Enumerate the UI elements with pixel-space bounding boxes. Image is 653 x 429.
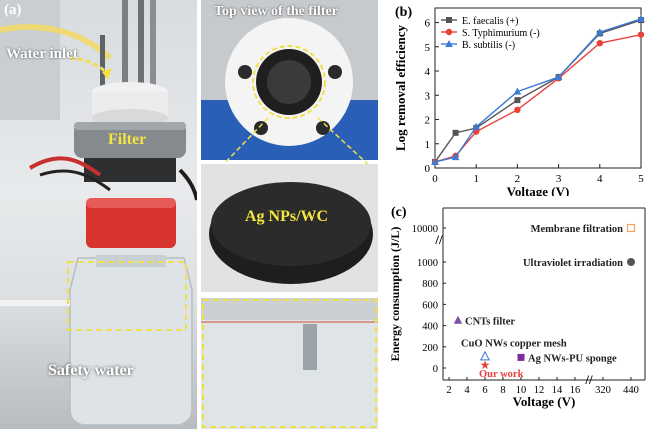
x-tick-label: 1: [473, 173, 479, 185]
x-tick-label: 320: [595, 385, 611, 396]
x-axis-label: Voltage (V): [513, 394, 576, 409]
y-axis-label: Log removal efficiency: [393, 24, 408, 151]
data-point: [513, 87, 522, 95]
x-tick-label: 0: [432, 173, 438, 185]
y-tick-label: 200: [422, 343, 438, 354]
data-point: [445, 28, 453, 36]
legend-label: S. Typhimurium (-): [462, 28, 540, 39]
bottle-closeup-photo: [201, 298, 378, 429]
data-point: [626, 223, 636, 233]
energy-consumption-chart: (c) // // 2 4 6 8 10 12 14 16 320 440 0 200 400 600 800 1…: [388, 205, 646, 409]
data-point: [637, 31, 645, 38]
ag-nps-wc-photo: Ag NPs/WC: [201, 164, 378, 292]
x-tick-label: 16: [570, 385, 581, 396]
x-tick-label: 4: [464, 385, 470, 396]
data-point: [596, 28, 604, 36]
data-point: [479, 350, 491, 361]
point-label: Ag NWs-PU sponge: [528, 353, 617, 364]
legend-label: B. subtilis (-): [462, 40, 515, 51]
y-tick-label: 4: [425, 66, 431, 78]
y-tick-label: 0: [433, 364, 438, 375]
x-tick-label: 12: [534, 385, 545, 396]
data-point: [452, 129, 459, 136]
x-tick-label: 440: [623, 385, 639, 396]
data-point: [514, 106, 521, 114]
x-tick-label: 4: [597, 173, 603, 185]
y-tick-label: 400: [422, 322, 438, 333]
data-point: [431, 157, 439, 165]
water-inlet-label: Water inlet: [6, 46, 78, 62]
y-tick-label: 1000: [417, 258, 438, 269]
data-point: [637, 14, 645, 22]
y-tick-label: 0: [425, 163, 431, 175]
data-point: ★: [480, 358, 491, 372]
data-point: [453, 315, 463, 324]
x-tick-label: 14: [552, 385, 563, 396]
point-label: Our work: [479, 369, 524, 380]
x-tick-label: 5: [638, 173, 644, 185]
x-tick-label: 8: [500, 385, 505, 396]
y-tick-label: 800: [422, 279, 438, 290]
x-tick-label: 2: [515, 173, 521, 185]
filter-top-view-photo: Top view of the filter: [201, 0, 378, 160]
filter-device-photo: (a) Water inlet Filter Safety water: [0, 0, 197, 429]
y-tick-label: 6: [425, 18, 431, 30]
y-tick-label: 3: [425, 90, 431, 102]
legend-label: E. faecalis (+): [462, 16, 518, 27]
point-label: CNTs filter: [465, 316, 515, 327]
top-view-title: Top view of the filter: [214, 4, 338, 19]
log-removal-chart: (b) 0 1 2 3 4 5 0 1 2 3 4 5 6 Voltage (V) Log removal …: [393, 5, 645, 196]
y-axis-label: Energy consumption (J/L): [388, 227, 402, 362]
x-tick-label: 10: [516, 385, 527, 396]
data-point: [627, 258, 635, 266]
y-tick-label: 600: [422, 300, 438, 311]
panel-b-label: (b): [395, 5, 412, 20]
y-tick-label: 1: [425, 139, 431, 151]
y-axis-break: //: [434, 232, 443, 247]
ag-nps-wc-label: Ag NPs/WC: [245, 208, 329, 225]
safety-water-label: Safety water: [48, 362, 134, 379]
y-tick-label: 10000: [412, 224, 438, 235]
point-label: Ultraviolet irradiation: [523, 258, 623, 269]
y-tick-label: 2: [425, 115, 431, 127]
filter-label: Filter: [108, 131, 147, 148]
plot-frame: [434, 7, 642, 169]
x-tick-label: 6: [482, 385, 487, 396]
data-point: [517, 353, 525, 361]
data-point: [445, 40, 453, 47]
data-point: [554, 73, 563, 81]
data-point: [596, 39, 603, 47]
x-axis-break: //: [584, 372, 593, 387]
x-tick-label: 2: [446, 385, 451, 396]
data-point: [472, 122, 480, 130]
data-point: [446, 17, 452, 23]
data-point: [514, 97, 521, 104]
data-point: [451, 153, 460, 161]
panel-a-label: (a): [4, 2, 22, 18]
x-axis-label: Voltage (V): [507, 184, 570, 196]
x-tick-label: 3: [556, 173, 562, 185]
point-label: CuO NWs copper mesh: [461, 338, 567, 349]
point-label: Membrane filtration: [531, 224, 624, 235]
y-tick-label: 5: [425, 42, 431, 54]
panel-c-label: (c): [391, 205, 407, 220]
